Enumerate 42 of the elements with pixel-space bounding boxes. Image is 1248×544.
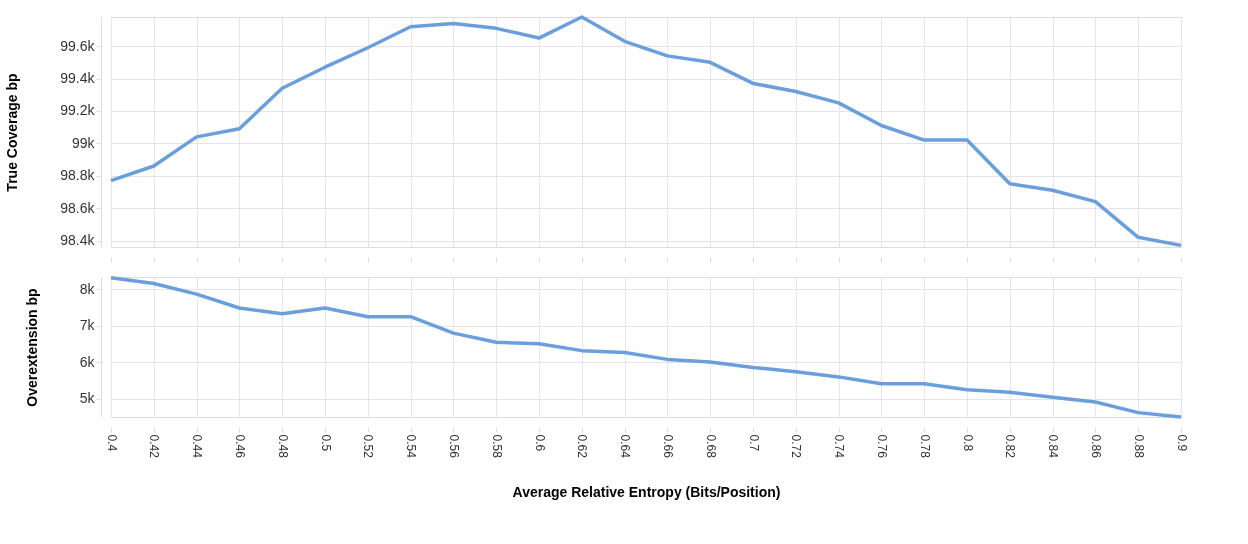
x-tick-label: 0.9 [1174, 434, 1189, 452]
x-tick-label: 0.6 [532, 434, 547, 452]
line-series [109, 15, 1183, 248]
y-tick-label: 99k [71, 134, 96, 151]
x-tick-label: 0.44 [190, 434, 205, 459]
x-tick-label: 0.54 [404, 434, 419, 459]
y-tick-label: 98.6k [60, 199, 96, 216]
y-tick-label: 6k [79, 353, 96, 370]
x-tick-label: 0.56 [446, 434, 461, 459]
x-tick-label: 0.46 [232, 434, 247, 459]
y-tick-label: 8k [79, 280, 96, 297]
x-tick-label: 0.48 [275, 434, 290, 459]
x-tick-label: 0.4 [104, 434, 119, 452]
x-tick-label: 0.68 [703, 434, 718, 459]
y-axis-title: True Coverage bp [4, 73, 21, 192]
x-tick-label: 0.86 [1088, 434, 1103, 459]
line-series [109, 275, 1183, 419]
y-tick-label: 5k [79, 390, 96, 407]
y-tick-label: 7k [79, 317, 96, 334]
x-tick-label: 0.82 [1003, 434, 1018, 459]
x-tick-label: 0.62 [575, 434, 590, 459]
x-tick-label: 0.52 [361, 434, 376, 459]
x-tick-label: 0.8 [960, 434, 975, 452]
x-tick-label: 0.5 [318, 434, 333, 452]
y-tick-label: 99.4k [60, 70, 96, 87]
x-axis-title: Average Relative Entropy (Bits/Position) [512, 483, 781, 500]
x-tick-label: 0.58 [489, 434, 504, 459]
y-tick-label: 98.8k [60, 167, 96, 184]
x-tick-label: 0.7 [746, 434, 761, 452]
x-tick-label: 0.42 [147, 434, 162, 459]
x-tick-label: 0.64 [618, 434, 633, 459]
x-tick-label: 0.84 [1046, 434, 1061, 459]
x-tick-label: 0.76 [874, 434, 889, 459]
y-tick-label: 98.4k [60, 232, 96, 249]
y-axis-title: Overextension bp [23, 288, 40, 407]
y-tick-label: 99.2k [60, 102, 96, 119]
x-tick-label: 0.88 [1131, 434, 1146, 459]
x-tick-label: 0.78 [917, 434, 932, 459]
y-tick-label: 99.6k [60, 37, 96, 54]
x-tick-label: 0.66 [660, 434, 675, 459]
x-tick-label: 0.74 [832, 434, 847, 459]
x-tick-label: 0.72 [789, 434, 804, 459]
